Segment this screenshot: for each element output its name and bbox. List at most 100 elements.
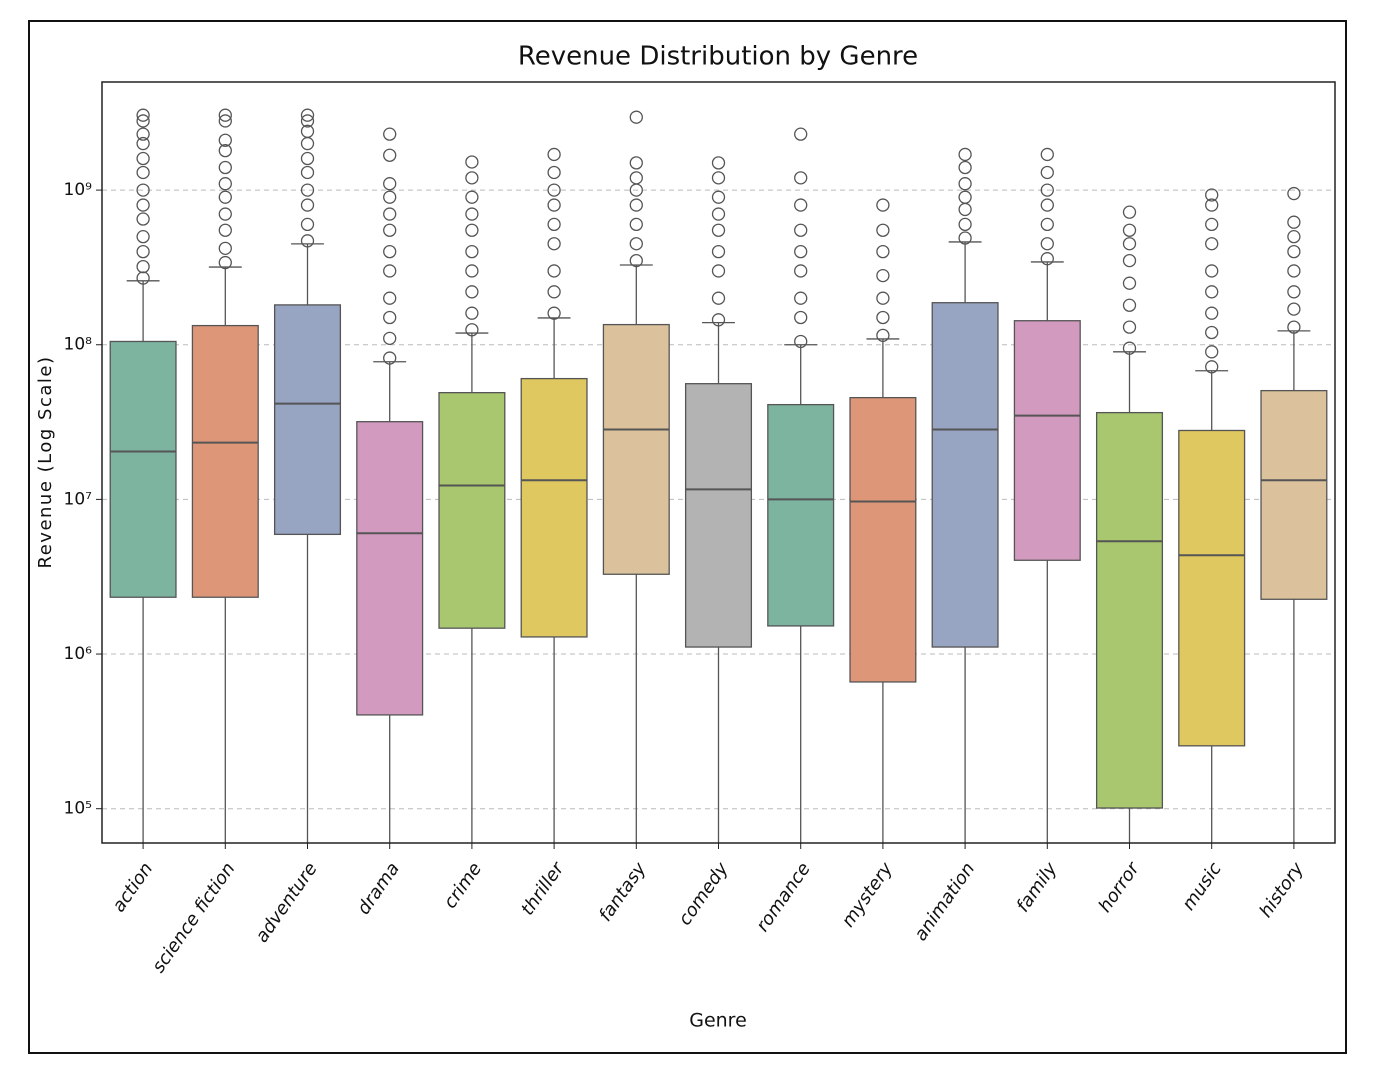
outlier [958, 160, 972, 175]
outlier [1205, 264, 1219, 278]
outlier [1040, 237, 1054, 251]
outlier [547, 237, 561, 251]
outlier [465, 285, 479, 299]
outlier [218, 223, 232, 237]
outlier [300, 114, 315, 128]
outlier [958, 217, 972, 232]
outlier [383, 207, 397, 221]
outlier [711, 171, 726, 185]
outlier [1205, 285, 1219, 299]
y-tick-label: 10⁸ [64, 335, 93, 355]
outlier [629, 237, 643, 251]
outlier [711, 291, 726, 305]
outlier [383, 331, 397, 345]
outlier [1287, 229, 1301, 244]
outlier [794, 334, 808, 349]
outlier [1122, 276, 1137, 290]
outlier [629, 198, 643, 212]
outlier [300, 151, 315, 166]
box [109, 340, 177, 598]
outlier [383, 190, 397, 204]
box [1095, 411, 1164, 809]
outlier [1287, 244, 1301, 259]
outlier [876, 268, 890, 283]
outlier [711, 156, 726, 170]
outlier [794, 244, 808, 259]
outlier [465, 190, 479, 204]
outlier [1122, 223, 1137, 237]
outlier [876, 291, 890, 305]
box [602, 323, 670, 575]
outlier [794, 171, 808, 185]
outlier [629, 171, 643, 185]
outlier [547, 264, 561, 278]
outlier [1205, 237, 1219, 251]
outlier [300, 198, 315, 212]
outlier [876, 310, 890, 325]
outlier [1287, 215, 1301, 229]
outlier [1040, 217, 1054, 232]
outlier [958, 177, 972, 191]
outlier [383, 223, 397, 237]
outlier [383, 177, 397, 191]
outlier [218, 133, 232, 147]
outlier [629, 253, 643, 268]
outlier [1205, 360, 1219, 374]
outlier [218, 177, 232, 191]
outlier [1040, 252, 1054, 266]
outlier [711, 313, 726, 327]
outlier [300, 165, 315, 180]
box [356, 421, 424, 716]
outlier [136, 136, 150, 151]
y-tick-label: 10⁹ [64, 180, 93, 200]
y-tick-label: 10⁷ [64, 489, 93, 509]
outlier [1122, 237, 1137, 251]
x-axis-label: Genre [689, 1010, 747, 1032]
outlier [1205, 188, 1219, 202]
outlier [711, 190, 726, 204]
outlier [1122, 341, 1137, 355]
outlier [465, 171, 479, 185]
outlier [876, 223, 890, 237]
box [438, 392, 506, 629]
box [1260, 389, 1328, 600]
outlier [1040, 183, 1054, 197]
outlier [1122, 320, 1137, 334]
outlier [547, 165, 561, 180]
outlier [876, 198, 890, 212]
outlier [629, 217, 643, 232]
plot-area [102, 108, 1335, 843]
outlier [300, 234, 315, 248]
outlier [300, 217, 315, 232]
y-tick-label: 10⁵ [64, 799, 92, 819]
outlier [876, 328, 890, 343]
outlier [383, 291, 397, 305]
outlier [136, 127, 150, 141]
outlier [218, 207, 232, 221]
outlier [136, 229, 150, 244]
y-tick-label: 10⁶ [64, 644, 93, 664]
outlier [547, 198, 561, 212]
outlier [136, 151, 150, 166]
outlier [794, 291, 808, 305]
outlier [1205, 198, 1219, 212]
outlier [1287, 264, 1301, 278]
outlier [711, 264, 726, 278]
outlier [794, 223, 808, 237]
outlier [136, 244, 150, 259]
outlier [300, 108, 315, 122]
box [191, 324, 259, 598]
outlier [1205, 345, 1219, 359]
outlier [383, 310, 397, 325]
outlier [218, 143, 232, 158]
outlier [383, 148, 397, 162]
outlier [218, 255, 232, 270]
outlier [1040, 198, 1054, 212]
outlier [136, 212, 150, 226]
outlier [136, 183, 150, 197]
outlier [218, 241, 232, 256]
box [931, 302, 999, 648]
box [767, 403, 835, 627]
